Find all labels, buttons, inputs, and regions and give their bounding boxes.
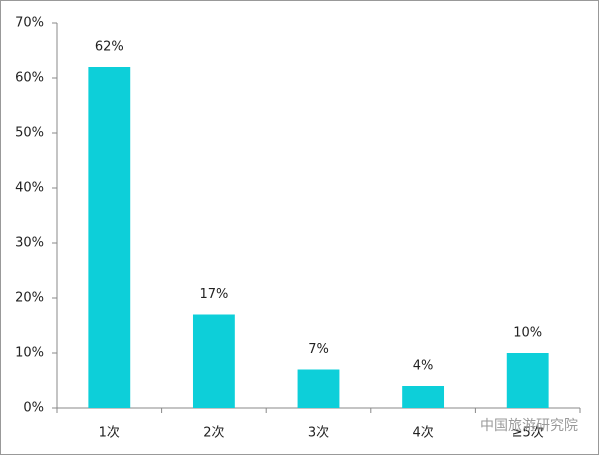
- bar: [88, 67, 131, 408]
- x-tick-label: 4次: [412, 425, 433, 441]
- x-tick-label: 3次: [308, 425, 329, 441]
- bar: [506, 353, 549, 408]
- bar: [402, 386, 445, 408]
- value-label: 4%: [413, 359, 434, 374]
- bar: [297, 369, 340, 408]
- y-tick-label: 10%: [15, 346, 44, 361]
- y-tick-label: 70%: [15, 16, 44, 31]
- value-label: 17%: [199, 287, 228, 302]
- value-label: 62%: [95, 40, 124, 55]
- x-tick-label: ≥5次: [512, 425, 544, 441]
- value-label: 7%: [308, 342, 329, 357]
- x-tick-label: 2次: [203, 425, 224, 441]
- x-tick-label: 1次: [99, 425, 120, 441]
- y-tick-label: 60%: [15, 71, 44, 86]
- y-tick-label: 50%: [15, 126, 44, 141]
- y-tick-label: 30%: [15, 236, 44, 251]
- y-tick-label: 40%: [15, 181, 44, 196]
- bar: [192, 314, 235, 408]
- y-tick-label: 20%: [15, 291, 44, 306]
- y-tick-label: 0%: [23, 401, 44, 416]
- watermark: 中国旅游研究院: [480, 418, 578, 434]
- value-label: 10%: [513, 326, 542, 341]
